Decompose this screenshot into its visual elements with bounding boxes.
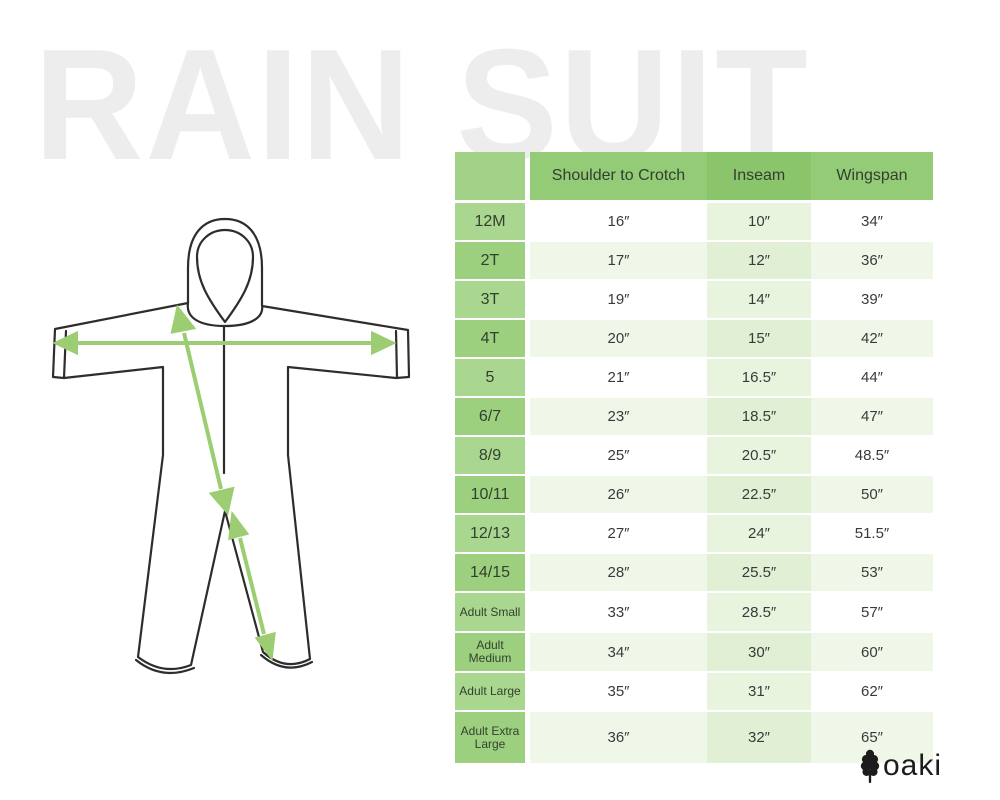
table-header-row: Shoulder to Crotch Inseam Wingspan — [455, 152, 933, 200]
table-row: 2T 17″ 12″ 36″ — [455, 240, 933, 279]
shoulder-to-crotch-cell: 36″ — [530, 712, 707, 763]
shoulder-to-crotch-cell: 34″ — [530, 633, 707, 671]
table-row: 12M 16″ 10″ 34″ — [455, 200, 933, 240]
wingspan-cell: 53″ — [811, 554, 933, 591]
inseam-arrow — [228, 510, 276, 662]
inseam-cell: 31″ — [707, 673, 811, 710]
size-cell: 8/9 — [455, 437, 525, 474]
inseam-cell: 25.5″ — [707, 554, 811, 591]
shoulder-to-crotch-cell: 23″ — [530, 398, 707, 435]
header-corner-cell — [455, 152, 525, 200]
brand-name: oaki — [882, 749, 942, 782]
table-row: 4T 20″ 15″ 42″ — [455, 318, 933, 357]
size-cell: 12/13 — [455, 515, 525, 552]
inseam-cell: 10″ — [707, 203, 811, 240]
right-hem-band — [259, 653, 314, 669]
inseam-cell: 12″ — [707, 242, 811, 279]
shoulder-to-crotch-cell: 28″ — [530, 554, 707, 591]
left-hem-band — [134, 658, 196, 674]
wingspan-cell: 44″ — [811, 359, 933, 396]
column-header-wingspan: Wingspan — [811, 152, 933, 200]
inseam-cell: 20.5″ — [707, 437, 811, 474]
inseam-cell: 14″ — [707, 281, 811, 318]
table-row: Adult Extra Large 36″ 32″ 65″ — [455, 710, 933, 763]
table-row: Adult Medium 34″ 30″ 60″ — [455, 631, 933, 671]
size-cell: Adult Extra Large — [455, 712, 525, 763]
size-cell: 3T — [455, 281, 525, 318]
shoulder-to-crotch-cell: 21″ — [530, 359, 707, 396]
size-cell: 4T — [455, 320, 525, 357]
wingspan-cell: 50″ — [811, 476, 933, 513]
table-row: 12/13 27″ 24″ 51.5″ — [455, 513, 933, 552]
shoulder-to-crotch-cell: 26″ — [530, 476, 707, 513]
wingspan-cell: 36″ — [811, 242, 933, 279]
rain-suit-diagram — [51, 217, 411, 674]
shoulder-to-crotch-arrow — [170, 304, 235, 516]
wingspan-cell: 60″ — [811, 633, 933, 671]
wingspan-cell: 47″ — [811, 398, 933, 435]
inseam-cell: 32″ — [707, 712, 811, 763]
oak-leaf-icon — [860, 749, 880, 784]
shoulder-to-crotch-cell: 19″ — [530, 281, 707, 318]
table-row: 5 21″ 16.5″ 44″ — [455, 357, 933, 396]
size-cell: Adult Medium — [455, 633, 525, 671]
suit-hood-opening — [195, 228, 255, 324]
table-row: Adult Large 35″ 31″ 62″ — [455, 671, 933, 710]
size-chart-table: Shoulder to Crotch Inseam Wingspan 12M 1… — [455, 152, 933, 763]
size-cell: 14/15 — [455, 554, 525, 591]
size-cell: 2T — [455, 242, 525, 279]
wingspan-cell: 42″ — [811, 320, 933, 357]
size-cell: Adult Small — [455, 593, 525, 631]
table-row: 6/7 23″ 18.5″ 47″ — [455, 396, 933, 435]
inseam-cell: 22.5″ — [707, 476, 811, 513]
table-row: 10/11 26″ 22.5″ 50″ — [455, 474, 933, 513]
wingspan-arrow — [52, 330, 397, 356]
shoulder-to-crotch-cell: 17″ — [530, 242, 707, 279]
inseam-cell: 16.5″ — [707, 359, 811, 396]
wingspan-cell: 39″ — [811, 281, 933, 318]
shoulder-to-crotch-cell: 35″ — [530, 673, 707, 710]
wingspan-cell: 48.5″ — [811, 437, 933, 474]
suit-body-outline — [51, 301, 411, 671]
inseam-cell: 28.5″ — [707, 593, 811, 631]
wingspan-cell: 57″ — [811, 593, 933, 631]
shoulder-to-crotch-cell: 27″ — [530, 515, 707, 552]
size-cell: 12M — [455, 203, 525, 240]
right-cuff-line — [394, 329, 399, 380]
size-cell: 10/11 — [455, 476, 525, 513]
shoulder-to-crotch-cell: 33″ — [530, 593, 707, 631]
inseam-cell: 24″ — [707, 515, 811, 552]
table-row: 8/9 25″ 20.5″ 48.5″ — [455, 435, 933, 474]
wingspan-cell: 51.5″ — [811, 515, 933, 552]
inseam-cell: 30″ — [707, 633, 811, 671]
inseam-cell: 18.5″ — [707, 398, 811, 435]
size-cell: Adult Large — [455, 673, 525, 710]
size-cell: 6/7 — [455, 398, 525, 435]
wingspan-cell: 62″ — [811, 673, 933, 710]
table-row: 14/15 28″ 25.5″ 53″ — [455, 552, 933, 591]
column-header-shoulder-to-crotch: Shoulder to Crotch — [530, 152, 707, 200]
column-header-inseam: Inseam — [707, 152, 811, 200]
table-row: 3T 19″ 14″ 39″ — [455, 279, 933, 318]
shoulder-to-crotch-cell: 25″ — [530, 437, 707, 474]
table-row: Adult Small 33″ 28.5″ 57″ — [455, 591, 933, 631]
inseam-cell: 15″ — [707, 320, 811, 357]
wingspan-cell: 34″ — [811, 203, 933, 240]
size-cell: 5 — [455, 359, 525, 396]
shoulder-to-crotch-cell: 16″ — [530, 203, 707, 240]
shoulder-to-crotch-cell: 20″ — [530, 320, 707, 357]
brand-logo: oaki — [860, 748, 942, 784]
